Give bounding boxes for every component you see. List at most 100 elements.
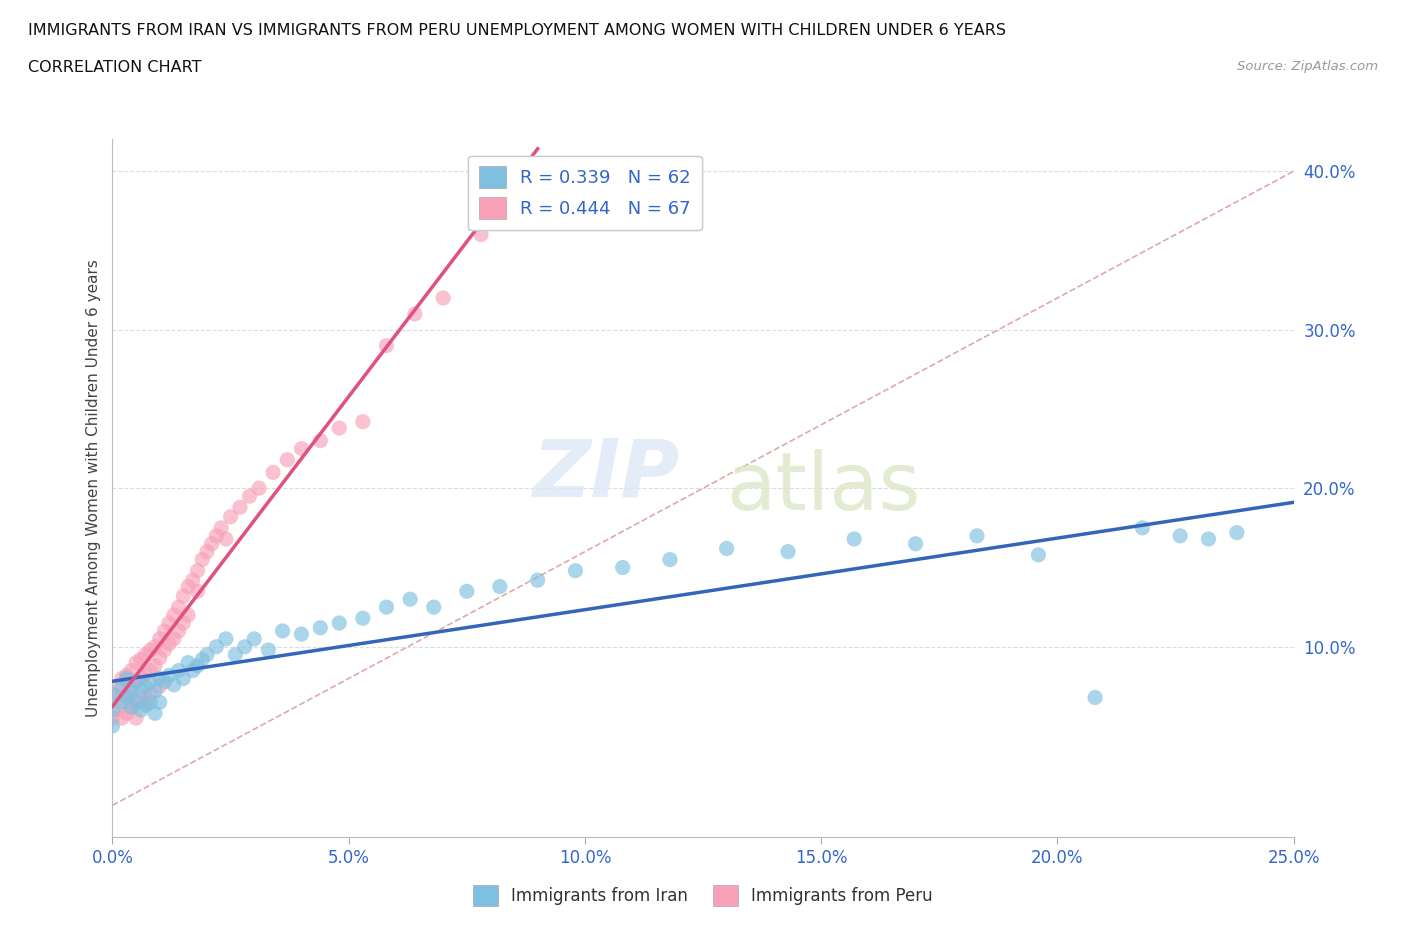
Point	[186, 584, 208, 599]
Point	[186, 564, 208, 578]
Text: atlas: atlas	[727, 449, 921, 527]
Point	[120, 663, 142, 678]
Point	[135, 666, 157, 681]
Point	[135, 695, 157, 710]
Point	[167, 623, 190, 638]
Point	[101, 719, 124, 734]
Point	[143, 658, 166, 673]
Text: IMMIGRANTS FROM IRAN VS IMMIGRANTS FROM PERU UNEMPLOYMENT AMONG WOMEN WITH CHILD: IMMIGRANTS FROM IRAN VS IMMIGRANTS FROM …	[28, 23, 1007, 38]
Point	[205, 639, 228, 654]
Point	[309, 433, 332, 448]
Point	[229, 499, 252, 514]
Text: Source: ZipAtlas.com: Source: ZipAtlas.com	[1237, 60, 1378, 73]
Point	[201, 537, 224, 551]
Point	[143, 639, 166, 654]
Point	[195, 544, 218, 559]
Point	[1028, 548, 1050, 563]
Point	[125, 674, 148, 689]
Point	[135, 647, 157, 662]
Point	[163, 607, 186, 622]
Point	[120, 699, 142, 714]
Point	[904, 537, 927, 551]
Point	[129, 671, 152, 686]
Point	[105, 679, 128, 694]
Point	[456, 584, 478, 599]
Point	[328, 420, 350, 435]
Text: ZIP: ZIP	[531, 435, 679, 513]
Point	[177, 579, 200, 594]
Point	[172, 616, 194, 631]
Point	[149, 650, 172, 665]
Point	[153, 643, 176, 658]
Point	[716, 541, 738, 556]
Point	[111, 690, 134, 705]
Legend: Immigrants from Iran, Immigrants from Peru: Immigrants from Iran, Immigrants from Pe…	[467, 879, 939, 912]
Point	[163, 677, 186, 692]
Point	[470, 227, 492, 242]
Point	[101, 703, 124, 718]
Point	[111, 679, 134, 694]
Point	[243, 631, 266, 646]
Point	[290, 627, 312, 642]
Point	[125, 693, 148, 708]
Text: CORRELATION CHART: CORRELATION CHART	[28, 60, 201, 75]
Point	[186, 658, 208, 673]
Point	[120, 684, 142, 698]
Point	[219, 510, 242, 525]
Point	[352, 414, 374, 429]
Point	[195, 647, 218, 662]
Point	[129, 690, 152, 705]
Point	[966, 528, 988, 543]
Point	[233, 639, 256, 654]
Point	[157, 616, 180, 631]
Point	[129, 703, 152, 718]
Point	[149, 695, 172, 710]
Point	[149, 671, 172, 686]
Point	[125, 711, 148, 725]
Point	[658, 552, 681, 567]
Point	[101, 687, 124, 702]
Point	[139, 663, 162, 678]
Point	[135, 679, 157, 694]
Point	[191, 552, 214, 567]
Point	[328, 616, 350, 631]
Point	[120, 679, 142, 694]
Point	[139, 695, 162, 710]
Point	[1226, 525, 1249, 540]
Point	[153, 674, 176, 689]
Point	[432, 290, 454, 305]
Point	[157, 636, 180, 651]
Point	[1168, 528, 1191, 543]
Point	[1084, 690, 1107, 705]
Point	[115, 690, 138, 705]
Point	[290, 441, 312, 456]
Point	[129, 652, 152, 667]
Point	[238, 489, 260, 504]
Point	[1198, 532, 1220, 547]
Point	[276, 452, 298, 467]
Point	[844, 532, 866, 547]
Point	[489, 579, 512, 594]
Point	[181, 573, 204, 588]
Point	[101, 711, 124, 725]
Point	[181, 663, 204, 678]
Point	[404, 307, 426, 322]
Point	[177, 655, 200, 670]
Point	[375, 600, 398, 615]
Point	[422, 600, 444, 615]
Point	[115, 687, 138, 702]
Point	[309, 620, 332, 635]
Point	[149, 631, 172, 646]
Point	[503, 195, 526, 210]
Point	[177, 607, 200, 622]
Y-axis label: Unemployment Among Women with Children Under 6 years: Unemployment Among Women with Children U…	[86, 259, 101, 717]
Point	[172, 589, 194, 604]
Point	[205, 528, 228, 543]
Point	[105, 703, 128, 718]
Point	[163, 631, 186, 646]
Point	[215, 631, 238, 646]
Point	[153, 623, 176, 638]
Point	[257, 643, 280, 658]
Point	[120, 699, 142, 714]
Point	[375, 339, 398, 353]
